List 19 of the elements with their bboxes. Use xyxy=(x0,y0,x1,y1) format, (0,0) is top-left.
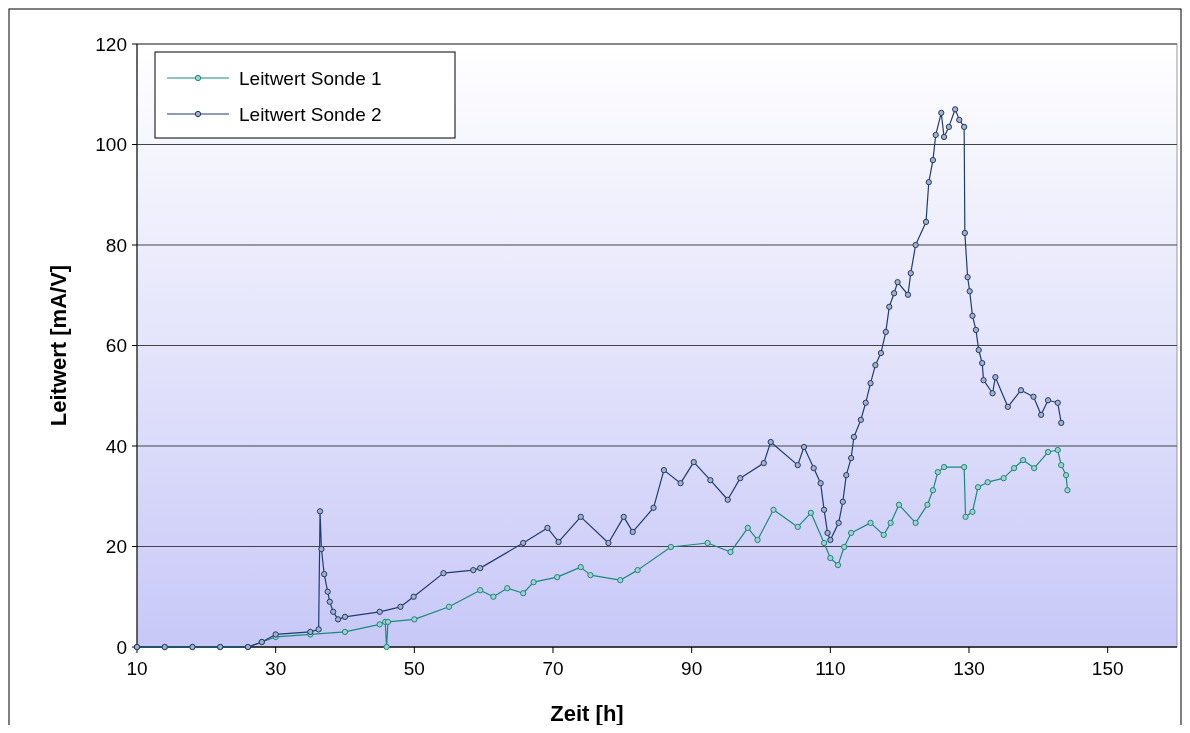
legend-label: Leitwert Sonde 1 xyxy=(239,67,382,89)
y-tick-label: 120 xyxy=(95,33,127,55)
legend-label: Leitwert Sonde 2 xyxy=(239,103,382,125)
x-tick-label: 150 xyxy=(1091,658,1124,679)
y-tick-label: 60 xyxy=(105,335,127,357)
x-tick-label: 30 xyxy=(265,658,287,679)
x-tick-label: 90 xyxy=(681,658,703,679)
y-tick-label: 80 xyxy=(105,234,127,256)
y-axis-title: Leitwert [mA/V] xyxy=(46,264,71,427)
x-tick-label: 50 xyxy=(403,658,425,679)
x-tick-label: 10 xyxy=(126,658,148,679)
x-axis-title: Zeit [h] xyxy=(550,701,624,726)
y-tick-label: 0 xyxy=(116,636,127,658)
x-tick-label: 70 xyxy=(542,658,564,679)
y-tick-label: 40 xyxy=(105,435,127,457)
x-tick-label: 130 xyxy=(953,658,985,679)
y-tick-label: 20 xyxy=(105,536,127,558)
y-tick-label: 100 xyxy=(95,134,127,156)
x-tick-label: 110 xyxy=(815,658,846,679)
